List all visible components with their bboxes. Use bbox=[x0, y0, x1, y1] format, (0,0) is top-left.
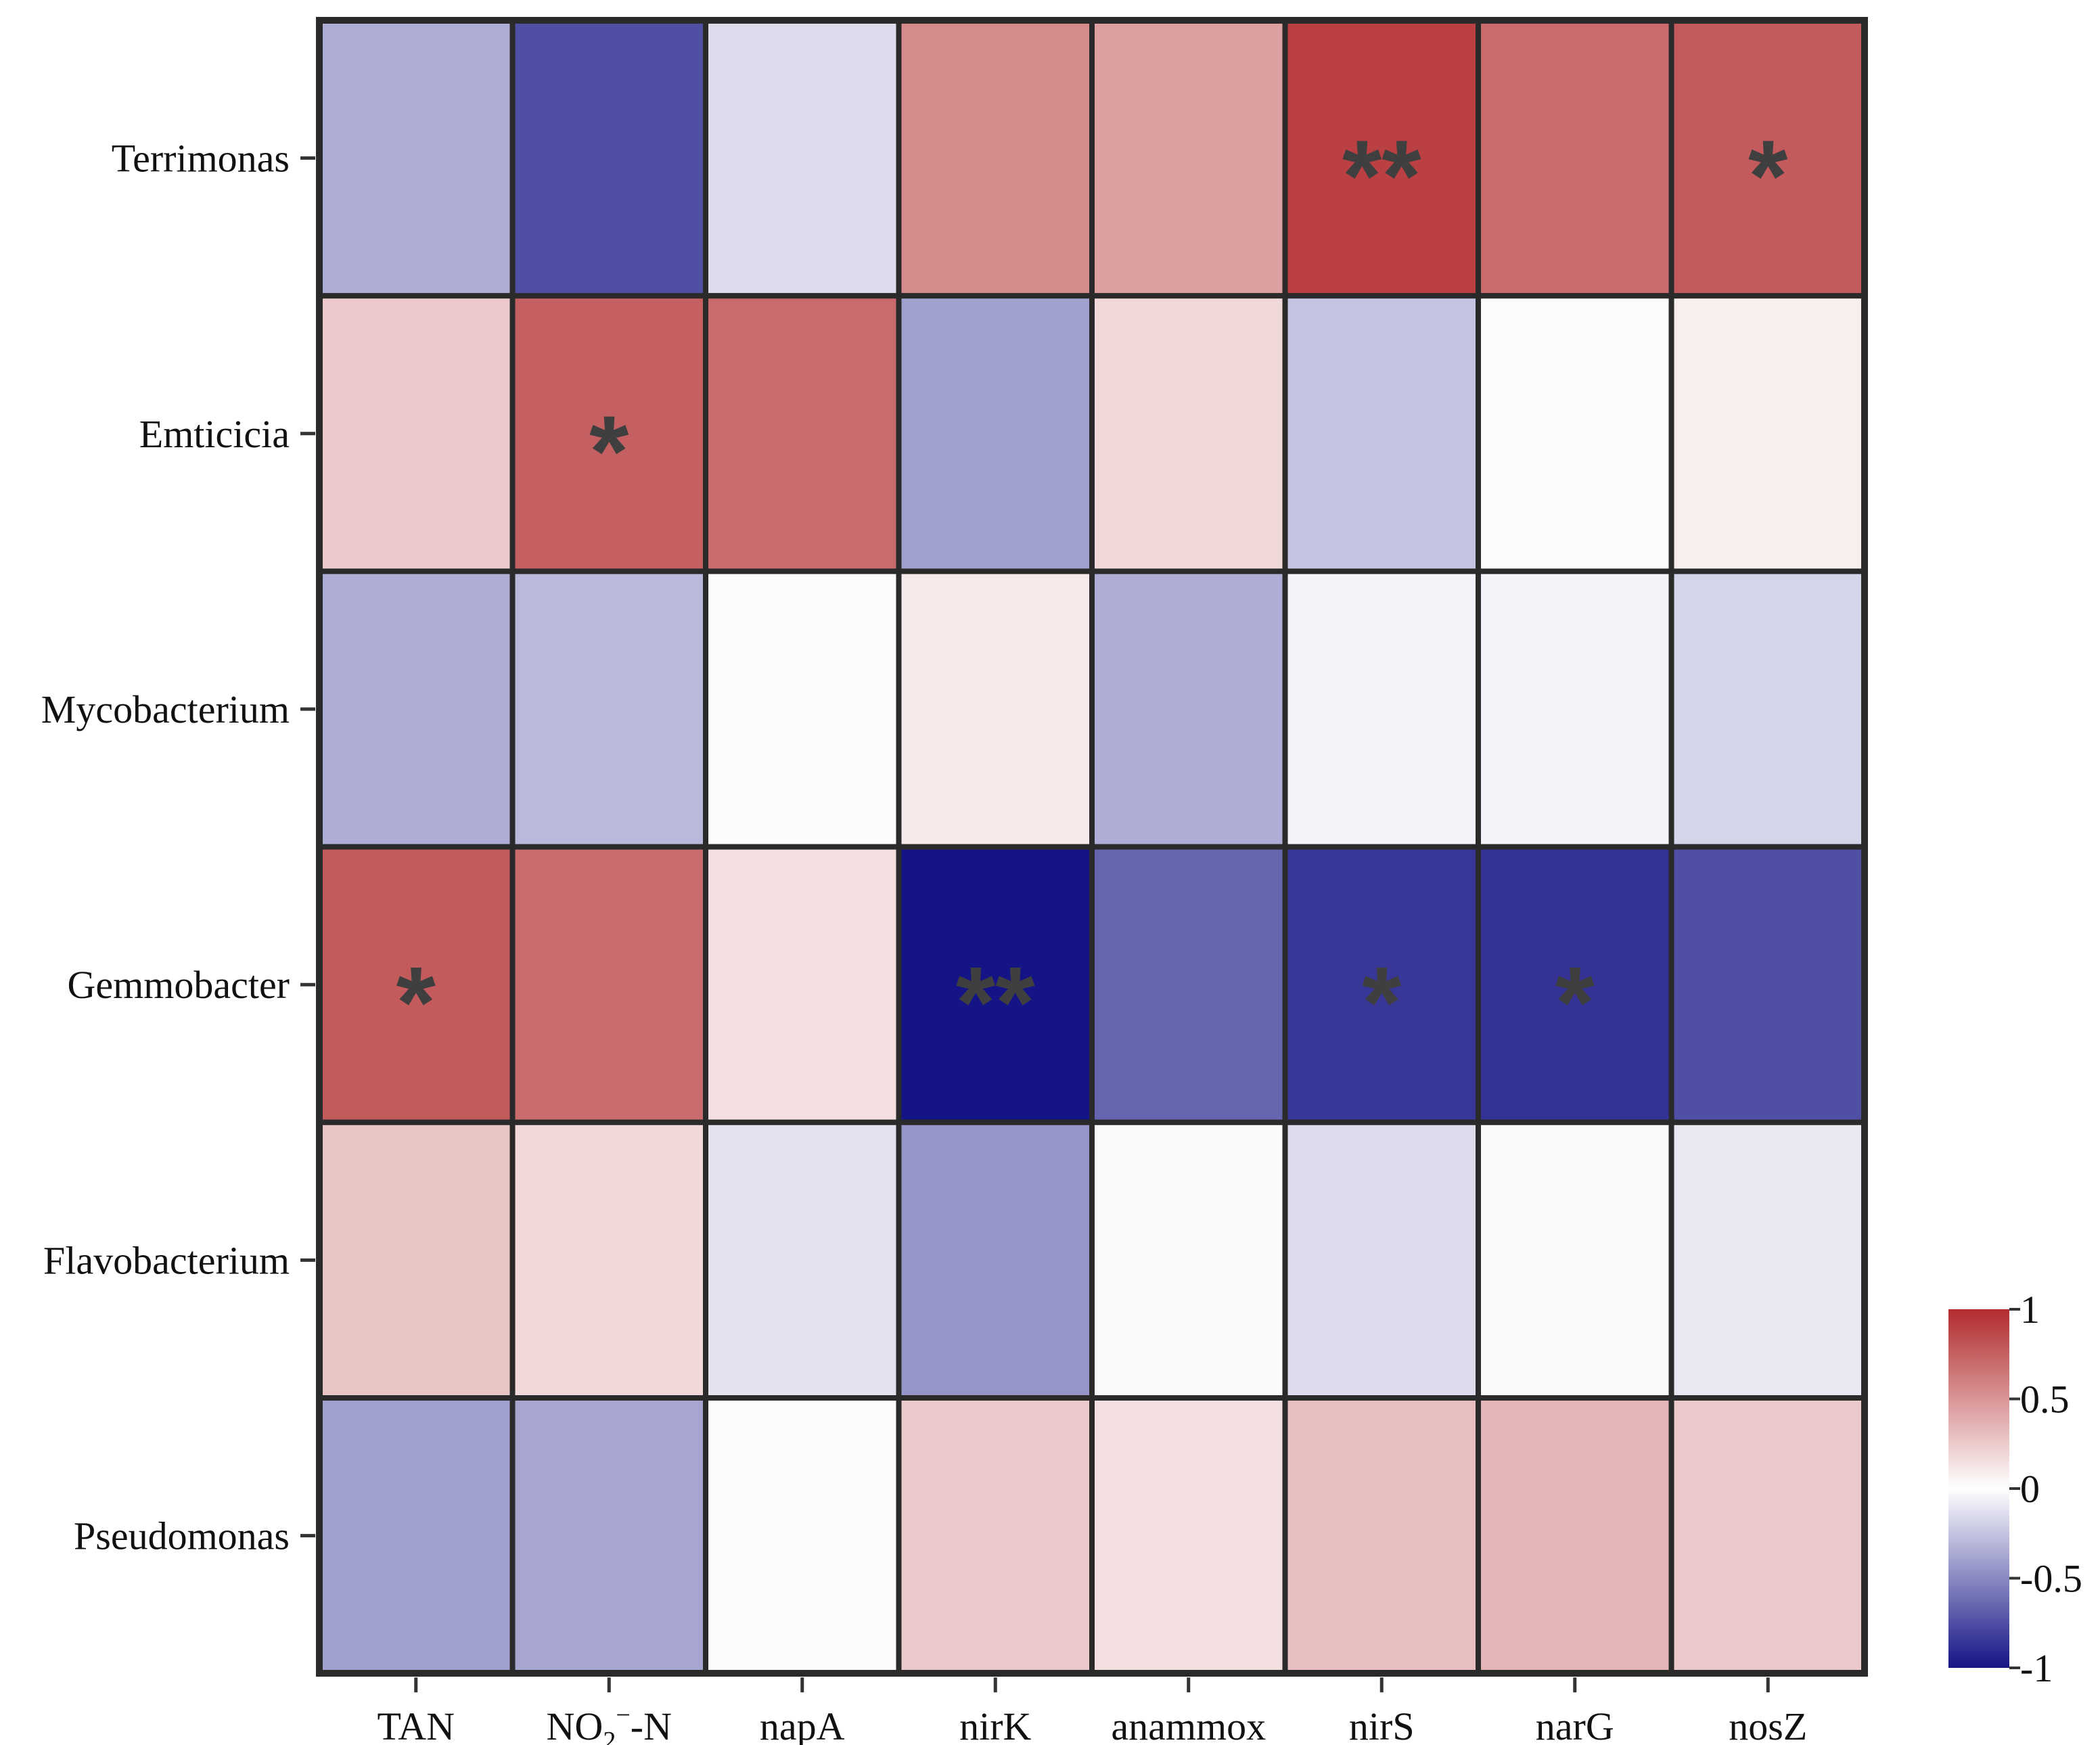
col-label-tan: TAN bbox=[377, 1704, 455, 1745]
cell-flavobacterium-no2-n bbox=[509, 1119, 708, 1401]
cell-emticicia-nirk bbox=[896, 293, 1095, 574]
cell-mycobacterium-no2-n bbox=[509, 568, 708, 850]
cell-terrimonas-napa bbox=[703, 18, 902, 299]
cell-mycobacterium-nosz bbox=[1668, 568, 1867, 850]
cell-flavobacterium-nirk bbox=[896, 1119, 1095, 1401]
col-label-no2-n: NO2−-N bbox=[547, 1701, 672, 1745]
column-axis: TAN NO2−-N napA nirK anammox nirS narG nosZ bbox=[377, 1677, 1807, 1745]
col-label-narg: narG bbox=[1536, 1704, 1614, 1745]
cell-terrimonas-nirs bbox=[1282, 18, 1481, 299]
cell-mycobacterium-nirs bbox=[1282, 568, 1481, 850]
significance-terrimonas-nirs: ** bbox=[1342, 119, 1421, 233]
cell-flavobacterium-anammox bbox=[1089, 1119, 1288, 1401]
cell-mycobacterium-napa bbox=[703, 568, 902, 850]
row-label-emticicia: Emticicia bbox=[139, 412, 290, 456]
cell-gemmobacter-no2-n bbox=[509, 844, 708, 1125]
colorbar-tick-label-2: 0 bbox=[2020, 1467, 2040, 1511]
cell-pseudomonas-nirk bbox=[896, 1395, 1095, 1677]
cell-terrimonas-no2-n bbox=[509, 18, 708, 299]
colorbar-tick-label-3: -0.5 bbox=[2020, 1557, 2082, 1601]
colorbar-gradient bbox=[1948, 1309, 2009, 1668]
cell-pseudomonas-narg bbox=[1476, 1395, 1674, 1677]
heatmap-frame bbox=[316, 17, 1868, 1677]
cell-terrimonas-nirk bbox=[896, 18, 1095, 299]
row-label-mycobacterium: Mycobacterium bbox=[41, 687, 290, 731]
cell-pseudomonas-napa bbox=[703, 1395, 902, 1677]
significance-emticicia-no2-n: * bbox=[589, 394, 629, 508]
row-axis: Terrimonas Emticicia Mycobacterium Gemmobac… bbox=[41, 137, 315, 1558]
col-label-nirk: nirK bbox=[959, 1704, 1031, 1745]
cell-emticicia-tan bbox=[317, 293, 516, 574]
cell-flavobacterium-nirs bbox=[1282, 1119, 1481, 1401]
cell-terrimonas-anammox bbox=[1089, 18, 1288, 299]
cell-flavobacterium-narg bbox=[1476, 1119, 1674, 1401]
cell-pseudomonas-nirs bbox=[1282, 1395, 1481, 1677]
colorbar-tick-label-1: 0.5 bbox=[2020, 1378, 2070, 1422]
significance-gemmobacter-narg: * bbox=[1555, 945, 1595, 1059]
col-label-nosz: nosZ bbox=[1729, 1704, 1807, 1745]
cell-flavobacterium-napa bbox=[703, 1119, 902, 1401]
cell-emticicia-nosz bbox=[1668, 293, 1867, 574]
cell-emticicia-napa bbox=[703, 293, 902, 574]
colorbar-tick-label-4: -1 bbox=[2020, 1646, 2053, 1690]
significance-gemmobacter-tan: * bbox=[396, 945, 436, 1059]
colorbar: 1 0.5 0 -0.5 -1 bbox=[1948, 1288, 2082, 1690]
cell-terrimonas-narg bbox=[1476, 18, 1674, 299]
cell-terrimonas-tan bbox=[317, 18, 516, 299]
cell-emticicia-nirs bbox=[1282, 293, 1481, 574]
cell-mycobacterium-nirk bbox=[896, 568, 1095, 850]
significance-gemmobacter-nirs: * bbox=[1362, 945, 1402, 1059]
row-label-gemmobacter: Gemmobacter bbox=[67, 963, 290, 1007]
cell-pseudomonas-no2-n bbox=[509, 1395, 708, 1677]
col-label-anammox: anammox bbox=[1111, 1704, 1266, 1745]
cell-emticicia-narg bbox=[1476, 293, 1674, 574]
significance-gemmobacter-nirk: ** bbox=[956, 945, 1035, 1059]
cell-gemmobacter-nirs bbox=[1282, 844, 1481, 1125]
significance-terrimonas-nosz: * bbox=[1748, 119, 1788, 233]
col-label-nirs: nirS bbox=[1349, 1704, 1415, 1745]
significance-marks: ** *** ** * * bbox=[396, 119, 1789, 1060]
col-label-napa: napA bbox=[760, 1704, 845, 1745]
row-label-flavobacterium: Flavobacterium bbox=[43, 1238, 290, 1282]
row-label-pseudomonas: Pseudomonas bbox=[74, 1514, 290, 1558]
cell-pseudomonas-nosz bbox=[1668, 1395, 1867, 1677]
cell-pseudomonas-tan bbox=[317, 1395, 516, 1677]
cell-emticicia-anammox bbox=[1089, 293, 1288, 574]
heatmap-cells bbox=[317, 18, 1867, 1677]
cell-terrimonas-nosz bbox=[1668, 18, 1867, 299]
cell-mycobacterium-anammox bbox=[1089, 568, 1288, 850]
cell-mycobacterium-tan bbox=[317, 568, 516, 850]
cell-flavobacterium-nosz bbox=[1668, 1119, 1867, 1401]
cell-flavobacterium-tan bbox=[317, 1119, 516, 1401]
colorbar-tick-label-0: 1 bbox=[2020, 1288, 2040, 1332]
cell-mycobacterium-narg bbox=[1476, 568, 1674, 850]
cell-gemmobacter-nosz bbox=[1668, 844, 1867, 1125]
colorbar-ticks: 1 0.5 0 -0.5 -1 bbox=[2009, 1288, 2082, 1690]
cell-pseudomonas-anammox bbox=[1089, 1395, 1288, 1677]
row-label-terrimonas: Terrimonas bbox=[112, 137, 290, 181]
cell-gemmobacter-napa bbox=[703, 844, 902, 1125]
cell-gemmobacter-anammox bbox=[1089, 844, 1288, 1125]
